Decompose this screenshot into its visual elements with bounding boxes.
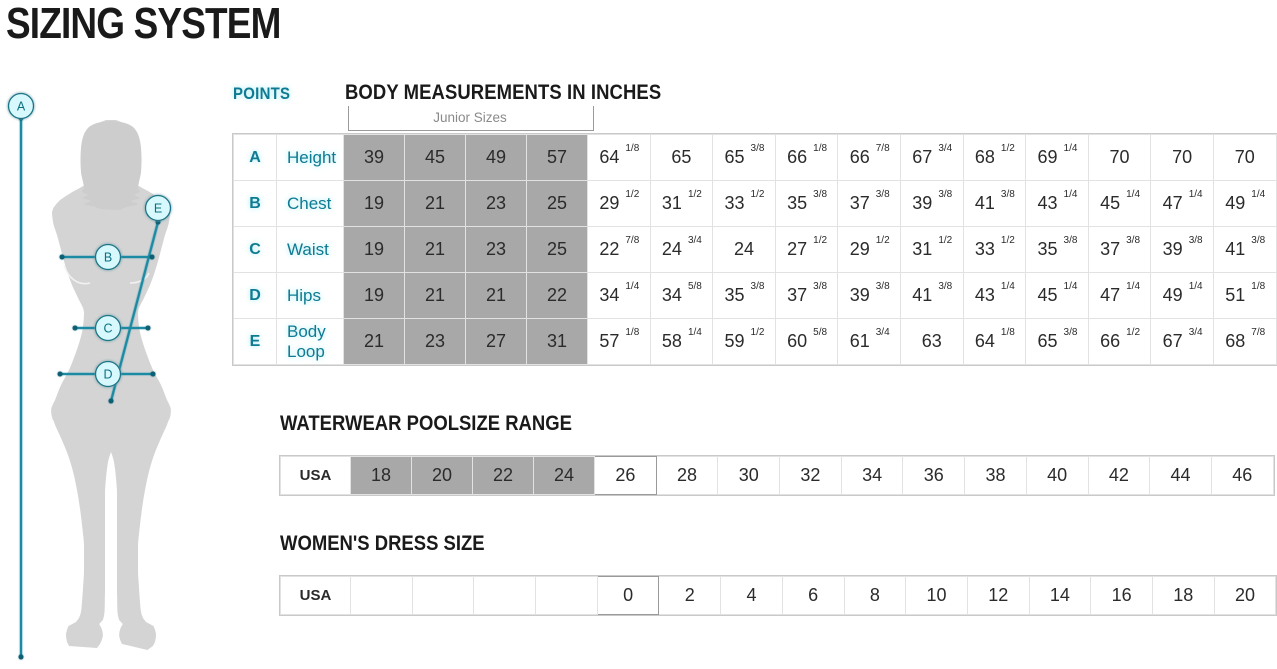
svg-text:C: C [103,321,112,335]
svg-text:A: A [17,99,26,113]
svg-text:B: B [104,250,112,264]
svg-text:D: D [103,367,112,381]
svg-text:E: E [154,201,162,215]
